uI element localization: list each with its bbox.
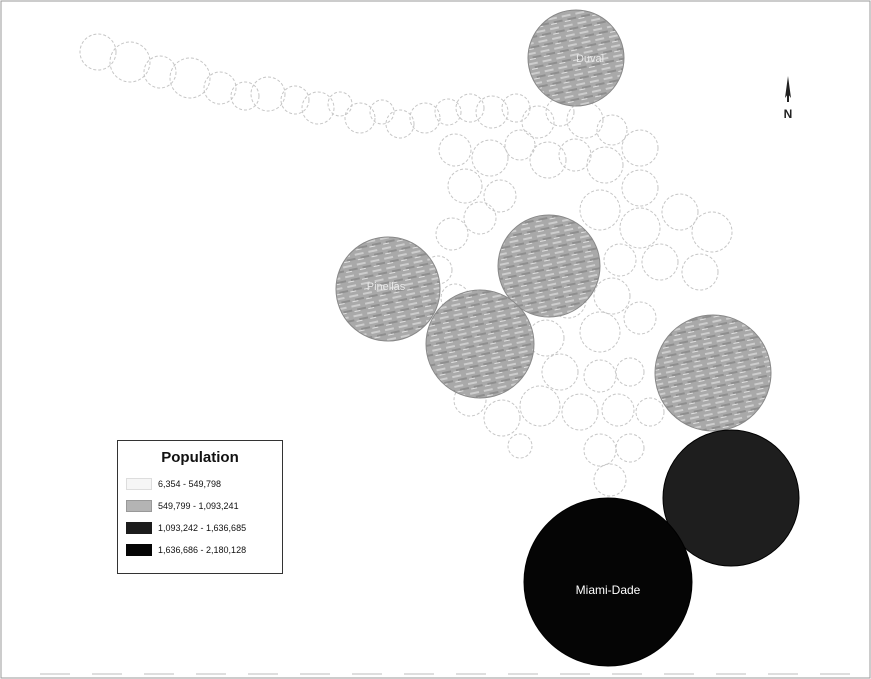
label-pinellas: Pinellas: [367, 281, 406, 293]
legend-swatch-class2: [126, 500, 152, 512]
county-broward: [662, 429, 800, 567]
legend-row: 6,354 - 549,798: [126, 477, 221, 491]
legend-label: 1,093,242 - 1,636,685: [158, 523, 247, 533]
legend-title: Population: [161, 449, 239, 466]
north-arrow-icon: N: [784, 76, 793, 121]
county-duval: [527, 9, 625, 107]
county-hillsborough: [497, 214, 601, 318]
legend-label: 549,799 - 1,093,241: [158, 501, 239, 511]
label-duval: Duval: [576, 53, 604, 65]
legend-swatch-class1: [126, 478, 152, 490]
north-arrow-label: N: [784, 107, 793, 121]
legend-label: 1,636,686 - 2,180,128: [158, 545, 247, 555]
county-pinellas: [335, 236, 441, 342]
small-county-circles: [79, 33, 733, 497]
county-palm-beach: [654, 314, 772, 432]
class2-county-circles: [335, 9, 772, 432]
legend-swatch-class3: [126, 522, 152, 534]
legend-row: 1,636,686 - 2,180,128: [126, 543, 246, 557]
legend-swatch-class4: [126, 544, 152, 556]
legend: Population 6,354 - 549,798 549,799 - 1,0…: [117, 440, 283, 574]
legend-row: 1,093,242 - 1,636,685: [126, 521, 246, 535]
legend-row: 549,799 - 1,093,241: [126, 499, 239, 513]
legend-label: 6,354 - 549,798: [158, 479, 222, 489]
county-polk: [425, 289, 535, 399]
county-miami-dade: [523, 497, 693, 667]
label-miami-dade: Miami-Dade: [576, 583, 641, 597]
